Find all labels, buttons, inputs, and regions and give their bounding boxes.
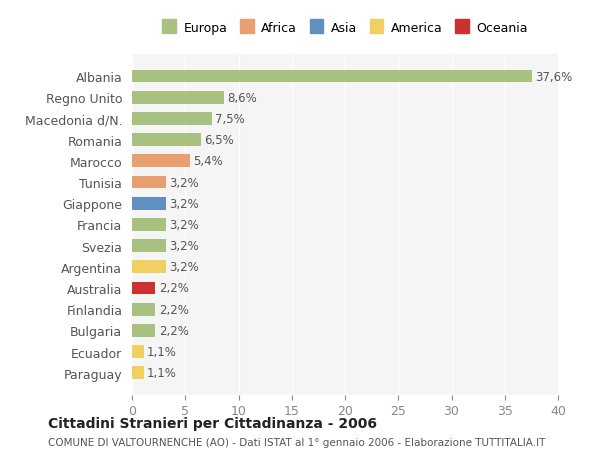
Bar — [132, 155, 190, 168]
Bar — [132, 71, 532, 83]
Text: 1,1%: 1,1% — [147, 366, 177, 380]
Text: 6,5%: 6,5% — [205, 134, 234, 147]
Bar — [132, 346, 144, 358]
Text: 2,2%: 2,2% — [158, 303, 188, 316]
Bar — [132, 303, 155, 316]
Text: 3,2%: 3,2% — [169, 197, 199, 210]
Bar — [132, 113, 212, 125]
Text: 7,5%: 7,5% — [215, 112, 245, 126]
Text: 3,2%: 3,2% — [169, 240, 199, 252]
Bar — [132, 261, 166, 274]
Bar — [132, 176, 166, 189]
Bar — [132, 134, 201, 147]
Bar — [132, 367, 144, 379]
Text: 37,6%: 37,6% — [536, 70, 573, 84]
Text: 2,2%: 2,2% — [158, 324, 188, 337]
Bar — [132, 197, 166, 210]
Bar — [132, 240, 166, 252]
Text: 8,6%: 8,6% — [227, 91, 257, 105]
Text: Cittadini Stranieri per Cittadinanza - 2006: Cittadini Stranieri per Cittadinanza - 2… — [48, 416, 377, 430]
Bar — [132, 92, 224, 104]
Text: 3,2%: 3,2% — [169, 218, 199, 231]
Text: 3,2%: 3,2% — [169, 176, 199, 189]
Text: 3,2%: 3,2% — [169, 261, 199, 274]
Text: 2,2%: 2,2% — [158, 282, 188, 295]
Bar — [132, 282, 155, 295]
Text: 1,1%: 1,1% — [147, 345, 177, 358]
Bar — [132, 325, 155, 337]
Bar — [132, 218, 166, 231]
Text: 5,4%: 5,4% — [193, 155, 223, 168]
Legend: Europa, Africa, Asia, America, Oceania: Europa, Africa, Asia, America, Oceania — [157, 17, 533, 40]
Text: COMUNE DI VALTOURNENCHE (AO) - Dati ISTAT al 1° gennaio 2006 - Elaborazione TUTT: COMUNE DI VALTOURNENCHE (AO) - Dati ISTA… — [48, 437, 545, 447]
